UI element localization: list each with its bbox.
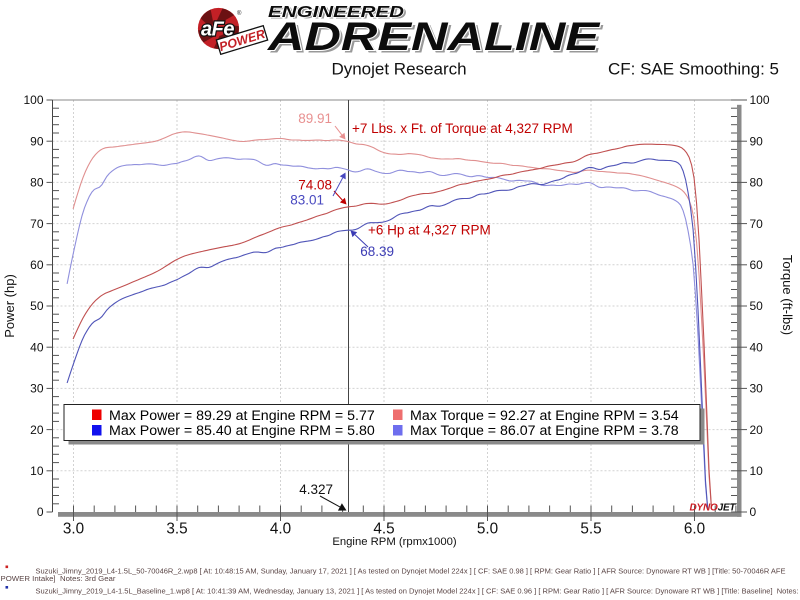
svg-text:3.5: 3.5 (166, 521, 187, 538)
svg-text:0: 0 (750, 505, 757, 519)
svg-text:Torque (ft-lbs): Torque (ft-lbs) (780, 255, 795, 335)
svg-text:Max Power = 89.29 at Engine RP: Max Power = 89.29 at Engine RPM = 5.77 (109, 408, 375, 424)
svg-text:Max Torque = 86.07 at Engine R: Max Torque = 86.07 at Engine RPM = 3.78 (410, 423, 679, 439)
svg-text:Suzuki_Jimny_2019_L4-1.5L_50-7: Suzuki_Jimny_2019_L4-1.5L_50-70046R_2.wp… (36, 566, 786, 575)
svg-text:4.327: 4.327 (299, 482, 333, 497)
svg-text:50: 50 (750, 299, 764, 313)
svg-text:89.91: 89.91 (298, 111, 332, 126)
svg-text:Suzuki_Jimny_2019_L4-1.5L_Base: Suzuki_Jimny_2019_L4-1.5L_Baseline_1.wp8… (36, 587, 799, 596)
svg-text:5.5: 5.5 (580, 521, 601, 538)
svg-text:4.0: 4.0 (270, 521, 291, 538)
svg-text:83.01: 83.01 (290, 193, 324, 208)
svg-text:+6 Hp at 4,327 RPM: +6 Hp at 4,327 RPM (368, 223, 491, 238)
svg-text:40: 40 (750, 340, 764, 354)
svg-text:90: 90 (30, 134, 44, 148)
svg-text:40: 40 (30, 340, 44, 354)
svg-text:30: 30 (30, 382, 44, 396)
svg-text:60: 60 (30, 258, 44, 272)
svg-text:74.08: 74.08 (298, 178, 332, 193)
svg-text:80: 80 (30, 176, 44, 190)
svg-text:ENGINEERED: ENGINEERED (268, 4, 405, 21)
svg-text:90: 90 (750, 134, 764, 148)
svg-text:50: 50 (30, 299, 44, 313)
svg-text:3.0: 3.0 (63, 521, 84, 538)
svg-text:4.5: 4.5 (373, 521, 394, 538)
svg-text:Dynojet Research: Dynojet Research (331, 60, 466, 79)
svg-text:5.0: 5.0 (477, 521, 498, 538)
svg-text:100: 100 (750, 93, 770, 107)
svg-text:80: 80 (750, 176, 764, 190)
svg-text:+7 Lbs. x Ft. of Torque at 4,3: +7 Lbs. x Ft. of Torque at 4,327 RPM (352, 121, 573, 136)
svg-text:6.0: 6.0 (684, 521, 705, 538)
svg-text:10: 10 (30, 464, 44, 478)
svg-text:Engine RPM (rpmx1000): Engine RPM (rpmx1000) (332, 536, 457, 548)
svg-text:ADRENALINE: ADRENALINE (270, 18, 604, 62)
svg-text:Max Torque = 92.27 at Engine R: Max Torque = 92.27 at Engine RPM = 3.54 (410, 408, 679, 424)
svg-text:70: 70 (30, 217, 44, 231)
svg-text:CF: SAE Smoothing: 5: CF: SAE Smoothing: 5 (608, 60, 779, 79)
svg-text:10: 10 (750, 464, 764, 478)
svg-text:Max Power = 85.40 at Engine RP: Max Power = 85.40 at Engine RPM = 5.80 (109, 423, 375, 439)
svg-text:68.39: 68.39 (360, 244, 394, 259)
svg-text:20: 20 (750, 423, 764, 437)
svg-text:aFe: aFe (201, 19, 234, 41)
svg-text:60: 60 (750, 258, 764, 272)
svg-text:20: 20 (30, 423, 44, 437)
svg-text:ENGINEERED: ENGINEERED (271, 6, 408, 23)
svg-text:Power (hp): Power (hp) (2, 274, 17, 338)
svg-text:0: 0 (37, 505, 44, 519)
svg-text:®: ® (237, 10, 242, 17)
svg-text:100: 100 (23, 93, 43, 107)
svg-text:ADRENALINE: ADRENALINE (267, 15, 601, 59)
svg-text:POWER Intake] Notes: 3rd Gear: POWER Intake] Notes: 3rd Gear (1, 574, 116, 583)
svg-text:DYNOJET: DYNOJET (690, 503, 737, 514)
svg-text:70: 70 (750, 217, 764, 231)
svg-text:30: 30 (750, 382, 764, 396)
